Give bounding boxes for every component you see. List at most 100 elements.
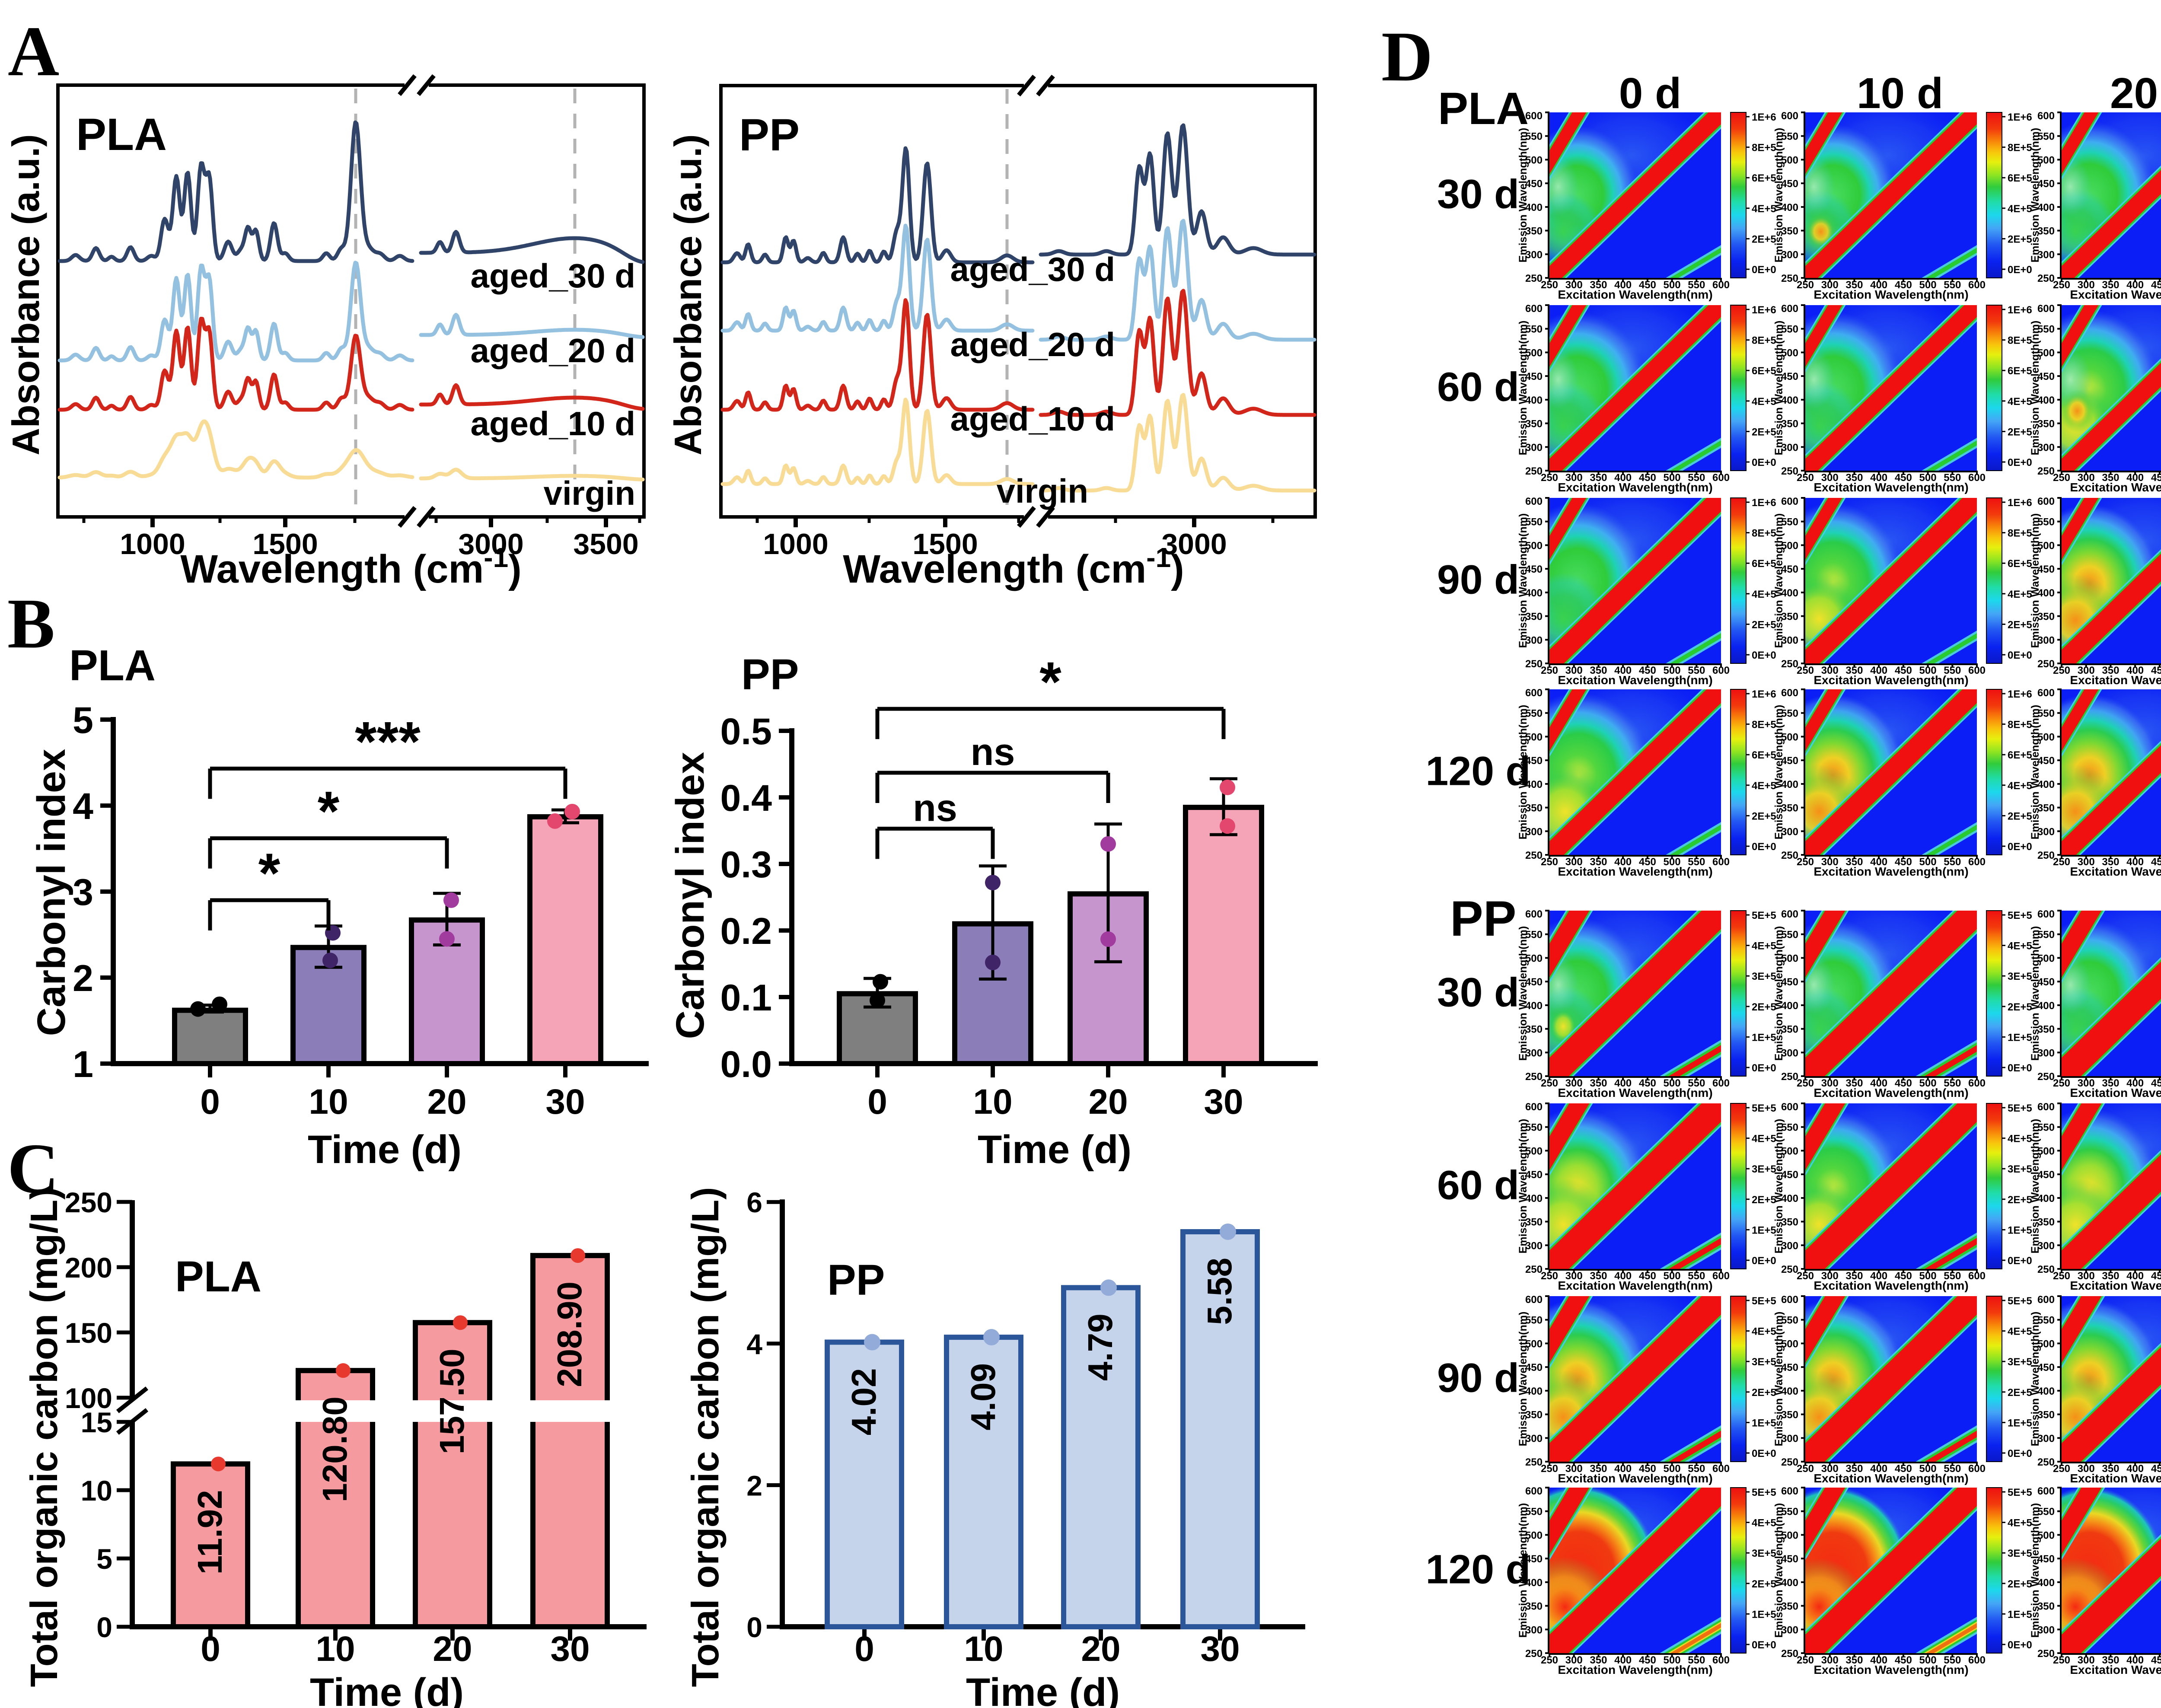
svg-text:400: 400 [1870,1077,1887,1089]
svg-text:600: 600 [1525,110,1543,122]
svg-text:0: 0 [200,1082,220,1122]
svg-text:Excitation Wavelength(nm): Excitation Wavelength(nm) [1558,1279,1712,1292]
svg-text:350: 350 [1525,418,1543,430]
svg-text:300: 300 [1821,1077,1839,1089]
svg-text:500: 500 [1781,1145,1798,1157]
svg-text:550: 550 [1781,1315,1798,1326]
svg-text:300: 300 [1525,826,1543,838]
svg-text:350: 350 [2102,665,2119,676]
svg-text:4E+5: 4E+5 [2008,203,2032,215]
svg-text:550: 550 [1688,279,1705,291]
svg-text:1E+5: 1E+5 [2008,1609,2032,1620]
svg-text:300: 300 [1525,1624,1543,1636]
svg-text:450: 450 [2037,1362,2055,1373]
svg-text:300: 300 [1525,249,1543,261]
svg-text:400: 400 [1781,1193,1798,1205]
svg-text:300: 300 [1565,1463,1583,1475]
svg-text:Excitation Wavelength(nm): Excitation Wavelength(nm) [1558,481,1712,494]
svg-text:5.58: 5.58 [1200,1258,1239,1325]
svg-text:500: 500 [1525,540,1543,551]
svg-text:550: 550 [2037,929,2055,941]
svg-text:550: 550 [1781,131,1798,143]
svg-text:600: 600 [2037,687,2055,699]
svg-text:0E+0: 0E+0 [1752,841,1776,853]
svg-text:300: 300 [2037,826,2055,838]
svg-text:4E+5: 4E+5 [2008,396,2032,408]
svg-text:Excitation Wavelength(nm): Excitation Wavelength(nm) [1814,1663,1968,1676]
svg-text:550: 550 [1944,279,1961,291]
svg-text:500: 500 [1919,1270,1937,1282]
svg-text:250: 250 [1781,658,1798,670]
svg-text:600: 600 [1781,110,1798,122]
svg-text:450: 450 [1639,1077,1656,1089]
svg-text:virgin: virgin [997,472,1088,510]
svg-text:2E+5: 2E+5 [2008,426,2032,438]
svg-text:2: 2 [73,958,93,999]
svg-text:350: 350 [2037,1601,2055,1612]
svg-text:5: 5 [96,1543,112,1575]
svg-text:500: 500 [1919,1463,1937,1475]
svg-text:PLA: PLA [175,1252,261,1301]
svg-text:450: 450 [1895,1077,1912,1089]
svg-text:Absorbance (a.u.): Absorbance (a.u.) [666,134,709,455]
svg-text:400: 400 [2037,1000,2055,1012]
svg-text:20: 20 [427,1082,466,1122]
svg-text:300: 300 [1821,472,1839,484]
svg-text:600: 600 [1525,687,1543,699]
svg-text:250: 250 [1781,1456,1798,1468]
svg-text:350: 350 [1845,1463,1863,1475]
svg-text:450: 450 [1781,1169,1798,1181]
svg-text:250: 250 [2053,1463,2070,1475]
svg-text:400: 400 [2126,856,2144,868]
svg-text:250: 250 [1781,1071,1798,1083]
svg-text:Emission Wavelength(nm): Emission Wavelength(nm) [1517,513,1529,648]
svg-text:300: 300 [2037,1624,2055,1636]
svg-text:600: 600 [1525,1294,1543,1306]
svg-text:600: 600 [1781,1485,1798,1497]
svg-text:550: 550 [1525,929,1543,941]
svg-text:350: 350 [1525,226,1543,237]
svg-text:5: 5 [73,700,93,741]
svg-text:4E+5: 4E+5 [1752,1133,1776,1145]
svg-text:400: 400 [2037,395,2055,406]
svg-text:300: 300 [1565,856,1583,868]
svg-text:20 d: 20 d [2110,69,2161,118]
svg-text:PLA: PLA [69,641,156,690]
svg-text:450: 450 [1525,755,1543,767]
svg-text:1E+5: 1E+5 [1752,1032,1776,1043]
svg-text:400: 400 [1870,856,1887,868]
svg-text:600: 600 [1525,303,1543,315]
svg-text:8E+5: 8E+5 [2008,528,2032,539]
svg-text:8E+5: 8E+5 [2008,142,2032,154]
svg-text:Emission Wavelength(nm): Emission Wavelength(nm) [1517,1119,1529,1254]
svg-text:10: 10 [316,1629,355,1669]
svg-text:0: 0 [746,1611,762,1643]
svg-text:Excitation Wavelength(nm): Excitation Wavelength(nm) [1558,1086,1712,1099]
svg-text:0.4: 0.4 [720,778,772,819]
svg-text:*: * [318,780,340,843]
svg-text:1E+6: 1E+6 [1752,112,1776,123]
svg-text:1: 1 [73,1044,93,1085]
svg-text:4E+5: 4E+5 [1752,1517,1776,1529]
svg-text:350: 350 [1781,1217,1798,1228]
svg-text:2E+5: 2E+5 [1752,1578,1776,1590]
svg-text:350: 350 [1845,279,1863,291]
svg-text:Time (d): Time (d) [310,1670,464,1708]
svg-text:250: 250 [2037,1456,2055,1468]
svg-text:400: 400 [1525,395,1543,406]
svg-text:3E+5: 3E+5 [2008,971,2032,982]
svg-text:Carbonyl index: Carbonyl index [668,752,712,1039]
svg-text:0.0: 0.0 [720,1044,772,1085]
svg-text:***: *** [355,710,421,773]
svg-text:600: 600 [2037,303,2055,315]
svg-text:400: 400 [2037,779,2055,790]
svg-text:0E+0: 0E+0 [2008,1255,2032,1267]
svg-text:11.92: 11.92 [191,1490,229,1574]
svg-text:0E+0: 0E+0 [2008,264,2032,276]
svg-text:600: 600 [1781,1101,1798,1113]
svg-text:Excitation Wavelength(nm): Excitation Wavelength(nm) [1814,1279,1968,1292]
svg-text:300: 300 [1821,856,1839,868]
svg-text:400: 400 [1525,1193,1543,1205]
svg-text:Emission Wavelength(nm): Emission Wavelength(nm) [2029,926,2041,1061]
svg-text:350: 350 [2037,226,2055,237]
